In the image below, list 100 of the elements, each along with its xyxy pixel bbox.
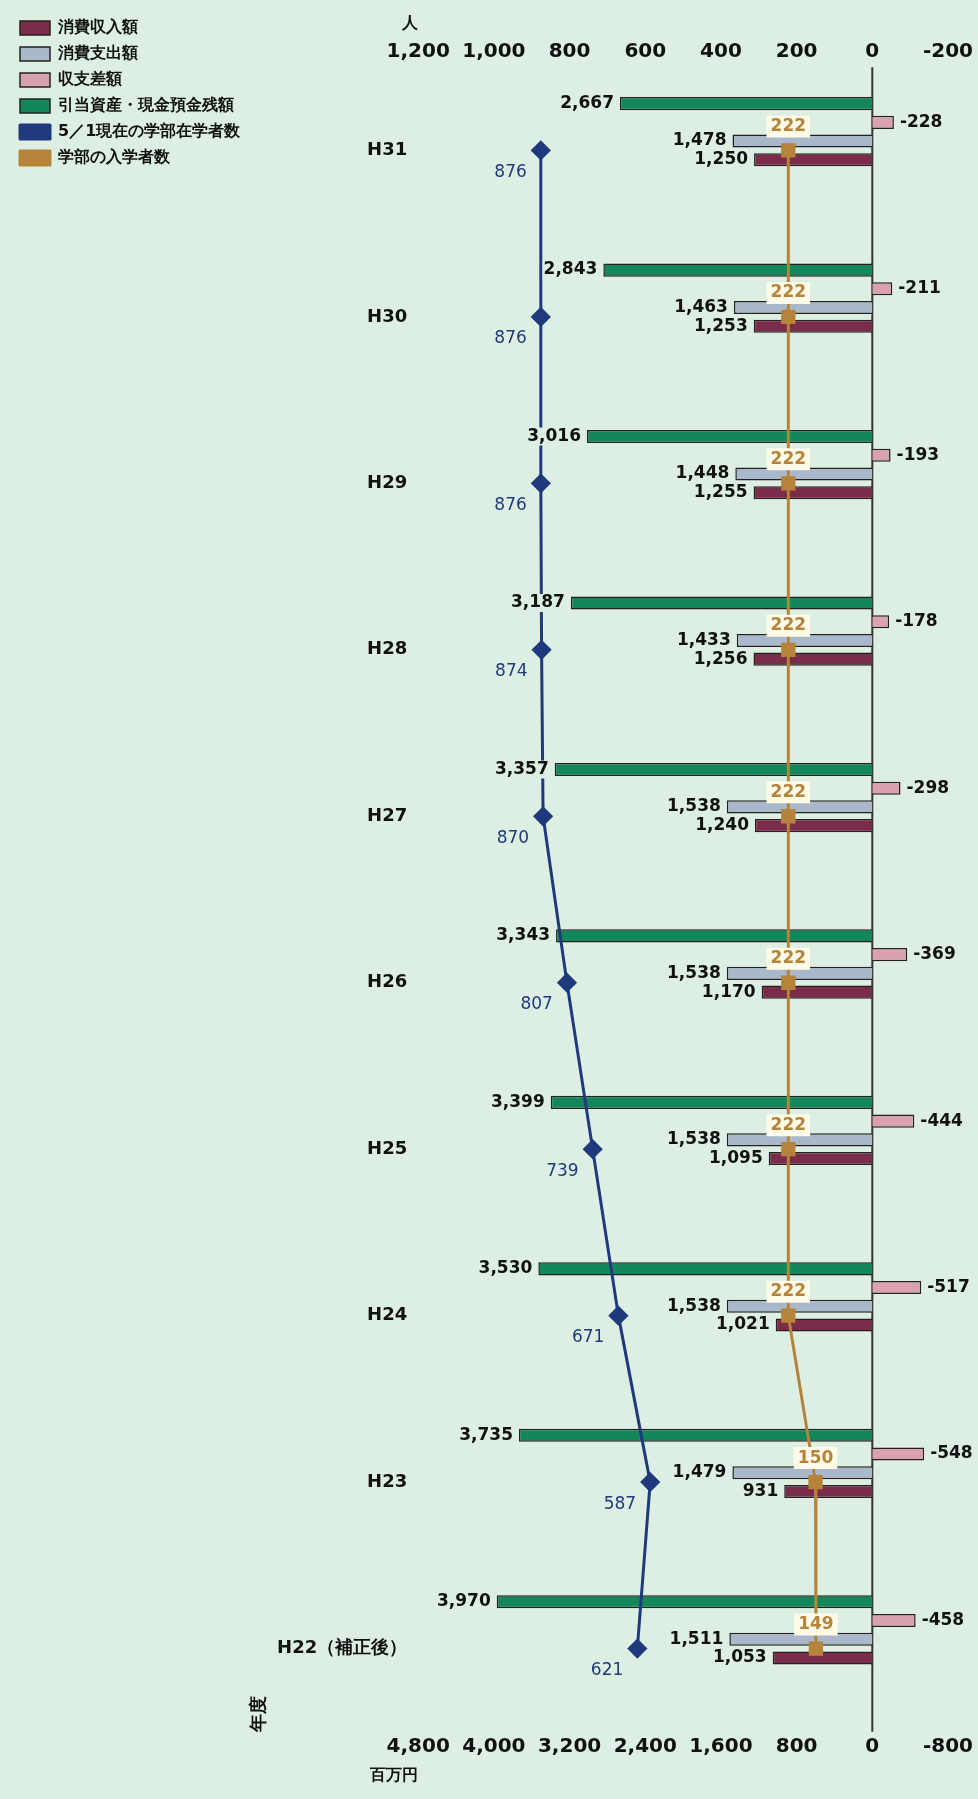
y-tick-label: H30 (367, 304, 408, 326)
x-tick-label: 3,200 (537, 1733, 602, 1757)
data-label: -228 (899, 110, 943, 131)
data-label: 222 (770, 1113, 807, 1134)
legend-label: 消費支出額 (57, 43, 138, 63)
y-tick-label: H22（補正後） (277, 1636, 408, 1658)
data-label: 3,530 (478, 1257, 533, 1278)
point (781, 1142, 796, 1157)
data-label: 3,357 (494, 757, 549, 778)
data-label: 3,970 (436, 1590, 491, 1611)
y-tick-label: H23 (367, 1469, 408, 1491)
data-label: 1,433 (676, 628, 731, 649)
data-label: 1,479 (672, 1461, 727, 1482)
x2-tick-label: 1,200 (386, 38, 450, 63)
data-label: 1,511 (669, 1627, 724, 1648)
data-label: 222 (770, 281, 807, 302)
data-label: 739 (546, 1159, 579, 1180)
data-label: 870 (496, 826, 530, 847)
point (608, 1306, 628, 1326)
point (533, 806, 553, 826)
data-label: -369 (913, 943, 956, 964)
data-label: 874 (495, 660, 528, 681)
x2-tick-label: 200 (775, 38, 818, 63)
x-tick-label: 1,600 (689, 1733, 753, 1757)
data-label: 1,053 (712, 1646, 767, 1667)
y-tick-label: H28 (367, 637, 408, 659)
point (531, 473, 551, 493)
data-label: -298 (906, 776, 950, 797)
data-label: 222 (770, 947, 807, 968)
data-label: -178 (895, 610, 938, 631)
data-label: 222 (770, 114, 807, 135)
legend-label: 5／1現在の学部在学者数 (58, 121, 242, 141)
data-label: 1,256 (693, 647, 748, 668)
data-label: 1,448 (675, 462, 730, 483)
data-label: 2,843 (543, 258, 598, 279)
point (781, 975, 796, 990)
data-label: 876 (494, 160, 527, 181)
data-label: -211 (898, 277, 941, 298)
legend-label: 消費収入額 (57, 17, 138, 37)
data-label: 3,187 (511, 591, 565, 612)
y-tick-label: H27 (367, 803, 408, 825)
x-tick-label: 800 (775, 1733, 818, 1757)
data-label: 876 (494, 327, 527, 348)
data-label: 1,538 (667, 961, 721, 982)
data-label: 1,463 (674, 295, 728, 316)
point (781, 1308, 796, 1323)
point (781, 143, 796, 158)
y-axis-title: 年度 (246, 1695, 268, 1733)
x-tick-label: 4,800 (386, 1733, 450, 1757)
point (557, 973, 577, 993)
x2-tick-label: 600 (624, 38, 667, 63)
point (781, 476, 796, 491)
data-label: 1,240 (695, 814, 750, 835)
x-tick-label: 4,000 (462, 1733, 526, 1757)
data-label: -193 (896, 443, 940, 464)
legend-label: 引当資産・現金預金残額 (58, 95, 234, 115)
data-label: 1,170 (701, 980, 756, 1001)
data-label: 222 (770, 780, 807, 801)
point (808, 1641, 824, 1656)
data-label: 1,538 (667, 1294, 721, 1315)
data-label: 3,016 (527, 424, 581, 445)
data-label: 1,255 (693, 481, 748, 502)
x-tick-label: 0 (865, 1733, 880, 1757)
data-label: 222 (770, 447, 807, 468)
point (583, 1139, 603, 1159)
y-tick-label: H24 (367, 1303, 408, 1325)
point (627, 1639, 647, 1659)
data-label: 1,538 (667, 795, 721, 816)
data-label: 3,343 (496, 924, 551, 945)
data-label: 3,735 (459, 1423, 513, 1444)
x2-tick-label: 800 (548, 38, 591, 63)
data-label: 2,667 (560, 92, 615, 113)
point (640, 1472, 660, 1492)
y-tick-label: H25 (367, 1136, 408, 1158)
data-label: 1,021 (715, 1313, 770, 1334)
data-label: 671 (571, 1326, 605, 1347)
data-label: 1,095 (708, 1146, 763, 1167)
x-tick-label: -800 (922, 1733, 974, 1757)
point (781, 642, 796, 657)
x2-tick-label: 1,000 (462, 38, 526, 63)
legend-label: 学部の入学者数 (58, 147, 171, 167)
data-label: 149 (798, 1612, 834, 1633)
x2-axis-title: 人 (401, 12, 420, 32)
data-label: 222 (770, 614, 807, 635)
data-label: 931 (742, 1479, 779, 1500)
point (781, 809, 796, 824)
x-tick-label: 2,400 (613, 1733, 677, 1757)
x2-tick-label: 0 (865, 38, 880, 63)
data-label: -548 (930, 1442, 973, 1463)
y-tick-label: H31 (367, 138, 408, 160)
point (781, 309, 796, 325)
data-label: 1,253 (694, 314, 748, 335)
data-label: -444 (920, 1109, 964, 1130)
point (808, 1474, 823, 1490)
data-label: 3,399 (490, 1090, 545, 1111)
y-tick-label: H26 (367, 970, 408, 992)
x2-tick-label: -200 (922, 38, 974, 63)
data-label: 621 (590, 1658, 624, 1679)
data-label: 150 (797, 1446, 834, 1467)
data-label: 1,538 (667, 1128, 721, 1149)
